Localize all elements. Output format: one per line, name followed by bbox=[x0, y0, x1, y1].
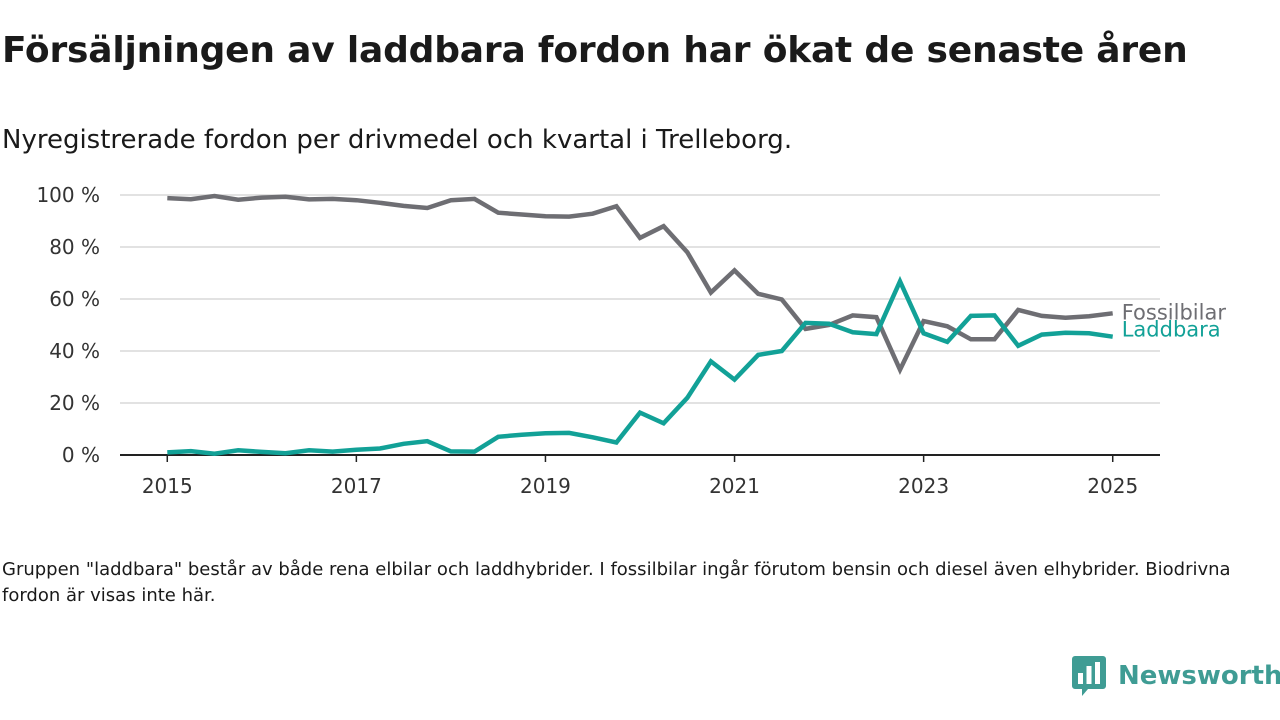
x-tick-label: 2019 bbox=[520, 474, 571, 498]
x-tick-label: 2023 bbox=[898, 474, 949, 498]
x-tick-label: 2021 bbox=[709, 474, 760, 498]
axes: 0 % 20 % 40 % 60 % 80 % 100 % 2015 2017 2019 2021… bbox=[36, 183, 1160, 498]
page-title: Försäljningen av laddbara fordon har öka… bbox=[2, 30, 1188, 71]
logo-text: Newsworthy bbox=[1118, 661, 1280, 691]
series-label-laddbara: Laddbara bbox=[1122, 318, 1221, 342]
series-line-fossilbilar bbox=[167, 193, 1113, 376]
series-label-fossilbilar: Fossilbilar bbox=[1122, 300, 1227, 324]
footnote: Gruppen "laddbara" består av både rena e… bbox=[2, 559, 1231, 606]
x-tick-label: 2025 bbox=[1087, 474, 1138, 498]
gridlines bbox=[120, 194, 1160, 404]
x-tick-label: 2015 bbox=[142, 474, 193, 498]
page-subtitle: Nyregistrerade fordon per drivmedel och … bbox=[2, 125, 793, 155]
y-tick-label: 100 % bbox=[36, 183, 100, 207]
y-tick-label: 80 % bbox=[49, 235, 100, 259]
bar-chart-pin-icon bbox=[1072, 656, 1106, 696]
y-tick-label: 20 % bbox=[49, 391, 100, 415]
series-line-laddbara bbox=[167, 275, 1114, 456]
series-lines bbox=[167, 193, 1114, 456]
y-tick-label: 0 % bbox=[62, 443, 100, 467]
newsworthy-logo: Newsworthy bbox=[1072, 656, 1280, 696]
line-chart: 0 % 20 % 40 % 60 % 80 % 100 % 2015 2017 2019 2021… bbox=[36, 183, 1227, 498]
y-tick-label: 40 % bbox=[49, 339, 100, 363]
x-tick-label: 2017 bbox=[331, 474, 382, 498]
y-tick-label: 60 % bbox=[49, 287, 100, 311]
